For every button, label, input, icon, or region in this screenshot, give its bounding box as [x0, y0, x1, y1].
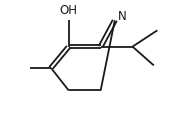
- Text: N: N: [118, 10, 127, 23]
- Text: OH: OH: [60, 4, 78, 16]
